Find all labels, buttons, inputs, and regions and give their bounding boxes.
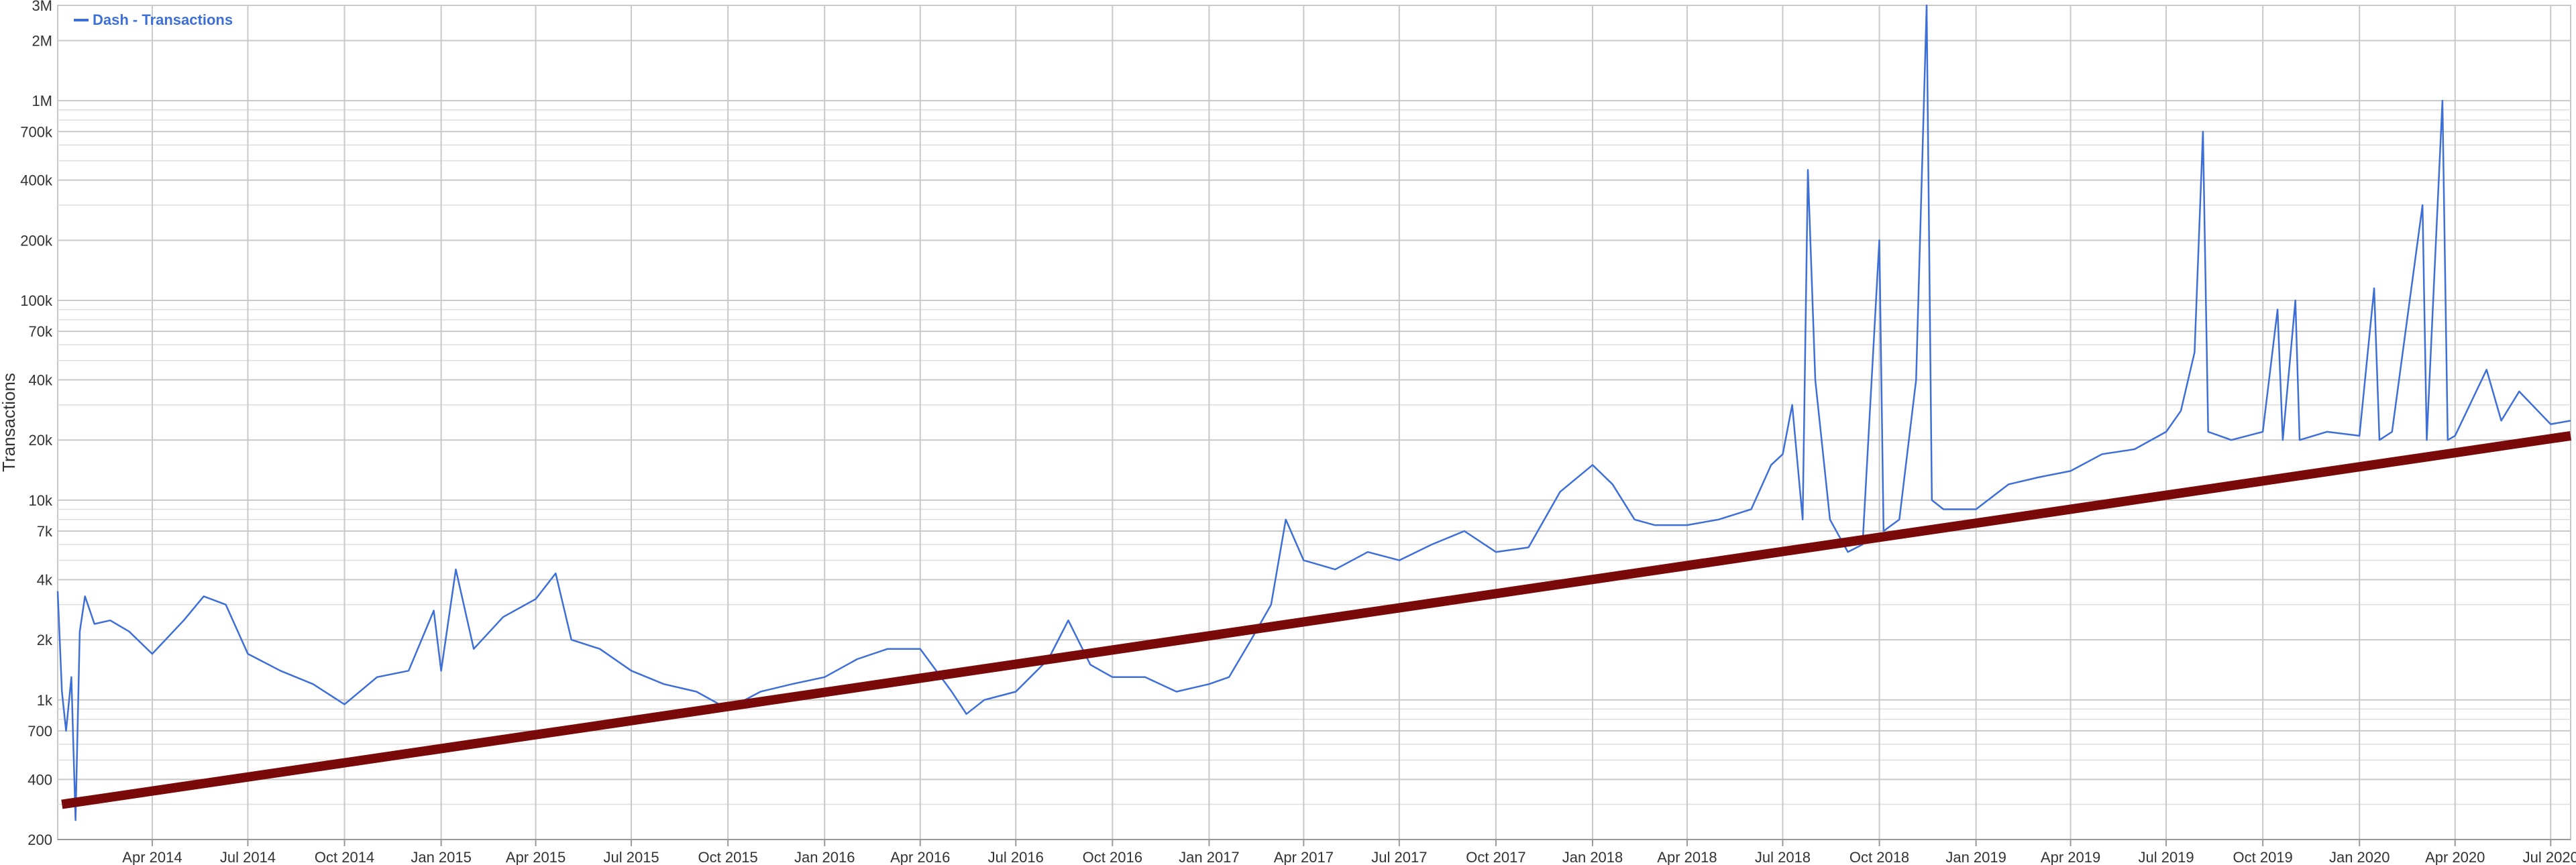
y-tick-label: 700k [20,123,53,140]
y-axis-title: Transactions [0,373,19,472]
y-tick-label: 2k [37,632,53,648]
y-tick-label: 1M [32,93,52,109]
grid-lines [57,5,2571,840]
y-tick-label: 4k [37,571,53,588]
trend-line [61,430,2572,809]
series [56,4,2572,821]
x-tick-label: Jan 2015 [411,849,472,865]
y-tick-label: 1k [37,692,53,709]
y-tick-label: 200k [20,232,53,249]
x-tick-label: Jan 2016 [794,849,855,865]
x-tick-label: Jul 2019 [2138,849,2194,865]
x-tick-label: Jul 2015 [603,849,659,865]
x-tick-label: Oct 2014 [315,849,374,865]
series-line-dash-transactions [56,4,2571,821]
y-tick-label: 100k [20,292,53,309]
x-tick-label: Apr 2017 [1274,849,1334,865]
x-tick-label: Jan 2019 [1945,849,2006,865]
y-tick-label: 7k [37,523,53,540]
y-tick-label: 3M [32,0,52,14]
x-tick-label: Jul 2016 [988,849,1044,865]
x-tick-label: Oct 2018 [1849,849,1909,865]
y-tick-label: 200 [28,831,52,848]
x-tick-label: Apr 2019 [2041,849,2100,865]
x-tick-label: Jul 2014 [220,849,276,865]
y-tick-label: 400 [28,771,52,788]
plot-frame [57,5,2571,840]
y-tick-label: 700 [28,723,52,740]
x-tick-label: Apr 2014 [122,849,182,865]
y-tick-label: 400k [20,172,53,189]
legend-label: Dash - Transactions [93,11,233,28]
x-tick-label: Jul 2020 [2523,849,2576,865]
y-tick-label: 40k [29,372,53,389]
x-tick-label: Oct 2019 [2233,849,2293,865]
x-tick-label: Jan 2020 [2329,849,2390,865]
x-tick-label: Apr 2016 [890,849,950,865]
x-tick-label: Oct 2015 [698,849,758,865]
x-tick-label: Oct 2016 [1083,849,1142,865]
x-tick-label: Jul 2018 [1755,849,1811,865]
x-tick-label: Jan 2018 [1562,849,1623,865]
legend: Dash - Transactions [74,11,233,28]
y-tick-label: 70k [29,323,53,340]
x-tick-label: Apr 2018 [1657,849,1717,865]
x-tick-label: Jan 2017 [1179,849,1240,865]
y-tick-label: 2M [32,32,52,49]
x-tick-label: Apr 2015 [506,849,566,865]
x-tick-label: Apr 2020 [2425,849,2485,865]
y-tick-label: 20k [29,432,53,449]
x-tick-label: Jul 2017 [1371,849,1427,865]
x-tick-label: Oct 2017 [1466,849,1525,865]
y-tick-label: 10k [29,492,53,509]
